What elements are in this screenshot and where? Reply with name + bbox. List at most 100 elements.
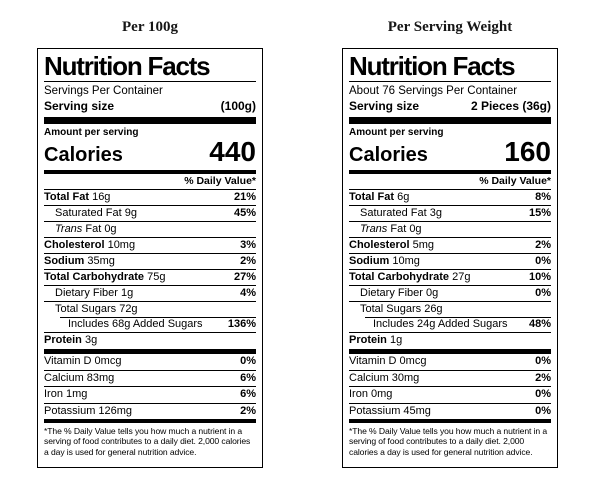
amount-per-serving: Amount per serving xyxy=(349,127,444,138)
nutrient-name: Includes 68g Added Sugars xyxy=(68,318,203,330)
nutrient-name: Vitamin D 0mcg xyxy=(349,355,427,367)
daily-value-percent: 2% xyxy=(535,239,551,251)
nutrient-name: Vitamin D 0mcg xyxy=(44,355,122,367)
nutrient-name: Calcium 30mg xyxy=(349,371,420,384)
calories-row: Calories 440 xyxy=(44,136,256,168)
calories-row: Calories 160 xyxy=(349,136,551,168)
nutrient-row: Total Carbohydrate 75g 27% xyxy=(44,269,256,285)
nutrient-name: Total Carbohydrate 27g xyxy=(349,271,471,283)
daily-value-percent: 136% xyxy=(227,318,256,330)
nutrient-name: Total Sugars 72g xyxy=(55,303,138,315)
thick-divider xyxy=(44,349,256,354)
daily-value-percent: 27% xyxy=(233,271,256,283)
thick-divider xyxy=(349,117,551,124)
daily-value-percent: 0% xyxy=(240,355,256,367)
nutrient-name: Dietary Fiber 0g xyxy=(360,287,439,299)
nutrition-facts-heading: Nutrition Facts xyxy=(44,52,256,82)
nutrient-row: Total Fat 16g 21% xyxy=(44,189,256,205)
vitamin-rows: Vitamin D 0mcg 0% Calcium 30mg 2% Iron 0mg 0%… xyxy=(349,354,551,419)
nutrient-row: Saturated Fat 9g 45% xyxy=(44,205,256,221)
nutrient-name: Sodium 10mg xyxy=(349,255,420,267)
nutrient-name: Calcium 83mg xyxy=(44,371,115,384)
nutrient-name: Saturated Fat 9g xyxy=(55,207,137,219)
nutrient-name: Iron 1mg xyxy=(44,388,88,400)
nutrient-name: Total Sugars 26g xyxy=(360,303,443,315)
calories-label: Calories xyxy=(349,144,428,166)
nutrient-row: Total Sugars 72g xyxy=(44,301,256,317)
nutrient-name: Trans Fat 0g xyxy=(360,223,422,235)
vitamin-row: Calcium 83mg 6% xyxy=(44,369,256,387)
serving-size-row: Serving size 2 Pieces (36g) xyxy=(349,99,551,114)
serving-size-row: Serving size (100g) xyxy=(44,99,256,114)
nutrient-row: Protein 1g xyxy=(349,332,551,348)
thick-divider xyxy=(44,117,256,124)
nutrient-row: Cholesterol 10mg 3% xyxy=(44,237,256,253)
nutrient-row: Total Sugars 26g xyxy=(349,301,551,317)
nutrient-name: Cholesterol 5mg xyxy=(349,239,434,251)
nutrient-row: Dietary Fiber 1g 4% xyxy=(44,285,256,301)
daily-value-percent: 0% xyxy=(535,255,551,267)
daily-value-percent: 10% xyxy=(528,271,551,283)
daily-value-percent: 15% xyxy=(528,207,551,219)
calories-value: 160 xyxy=(504,136,551,167)
nutrition-facts-heading: Nutrition Facts xyxy=(349,52,551,82)
nutrient-rows: Total Fat 16g 21% Saturated Fat 9g 45% Trans… xyxy=(44,189,256,348)
column-title-per-serving-weight: Per Serving Weight xyxy=(387,19,513,35)
daily-value-footnote: *The % Daily Value tells you how much a … xyxy=(44,426,251,457)
serving-size-value: 2 Pieces (36g) xyxy=(470,99,551,113)
nutrient-name: Sodium 35mg xyxy=(44,255,115,267)
vitamin-row: Vitamin D 0mcg 0% xyxy=(44,354,256,370)
calories-label: Calories xyxy=(44,144,123,166)
amount-per-serving: Amount per serving xyxy=(44,127,139,138)
daily-value-percent: 4% xyxy=(240,287,256,299)
daily-value-percent: 2% xyxy=(535,371,551,384)
daily-value-header: % Daily Value* xyxy=(479,175,551,187)
nutrient-row: Dietary Fiber 0g 0% xyxy=(349,285,551,301)
nutrient-row: Cholesterol 5mg 2% xyxy=(349,237,551,253)
nutrient-row: Total Fat 6g 8% xyxy=(349,189,551,205)
daily-value-percent: 21% xyxy=(233,191,256,203)
nutrient-row: Protein 3g xyxy=(44,332,256,348)
daily-value-percent: 3% xyxy=(240,239,256,251)
serving-size-label: Serving size xyxy=(44,99,115,113)
vitamin-row: Iron 1mg 6% xyxy=(44,386,256,403)
daily-value-percent: 0% xyxy=(535,388,551,400)
nutrient-rows: Total Fat 6g 8% Saturated Fat 3g 15% Trans F… xyxy=(349,189,551,348)
vitamin-row: Iron 0mg 0% xyxy=(349,386,551,403)
bottom-divider xyxy=(349,419,551,423)
nutrient-row: Sodium 35mg 2% xyxy=(44,253,256,269)
nutrient-name: Saturated Fat 3g xyxy=(360,207,442,219)
daily-value-percent: 0% xyxy=(535,404,551,417)
medium-divider xyxy=(44,170,256,174)
nutrient-row: Trans Fat 0g xyxy=(44,221,256,237)
nutrition-label-per-serving-weight: Nutrition Facts About 76 Servings Per Co… xyxy=(342,48,558,468)
vitamin-row: Potassium 126mg 2% xyxy=(44,402,256,420)
daily-value-percent: 8% xyxy=(535,191,551,203)
daily-value-percent: 6% xyxy=(240,371,256,384)
daily-value-percent: 45% xyxy=(233,207,256,219)
daily-value-percent: 48% xyxy=(528,318,551,330)
nutrient-row: Includes 24g Added Sugars 48% xyxy=(349,317,551,332)
daily-value-percent: 6% xyxy=(240,388,256,400)
servings-per-container: About 76 Servings Per Container xyxy=(349,85,518,97)
nutrient-name: Total Carbohydrate 75g xyxy=(44,271,166,283)
vitamin-row: Vitamin D 0mcg 0% xyxy=(349,354,551,370)
daily-value-header: % Daily Value* xyxy=(184,175,256,187)
calories-value: 440 xyxy=(209,136,256,167)
vitamin-rows: Vitamin D 0mcg 0% Calcium 83mg 6% Iron 1mg 6%… xyxy=(44,354,256,419)
thick-divider xyxy=(349,349,551,354)
nutrient-row: Saturated Fat 3g 15% xyxy=(349,205,551,221)
nutrient-name: Includes 24g Added Sugars xyxy=(373,318,508,330)
daily-value-percent: 2% xyxy=(240,404,256,417)
nutrient-row: Total Carbohydrate 27g 10% xyxy=(349,269,551,285)
vitamin-row: Potassium 45mg 0% xyxy=(349,402,551,420)
nutrient-name: Potassium 45mg xyxy=(349,404,431,417)
serving-size-value: (100g) xyxy=(220,99,256,113)
medium-divider xyxy=(349,170,551,174)
daily-value-percent: 2% xyxy=(240,255,256,267)
daily-value-percent: 0% xyxy=(535,355,551,367)
nutrient-name: Trans Fat 0g xyxy=(55,223,117,235)
nutrient-name: Cholesterol 10mg xyxy=(44,239,136,251)
daily-value-percent: 0% xyxy=(535,287,551,299)
